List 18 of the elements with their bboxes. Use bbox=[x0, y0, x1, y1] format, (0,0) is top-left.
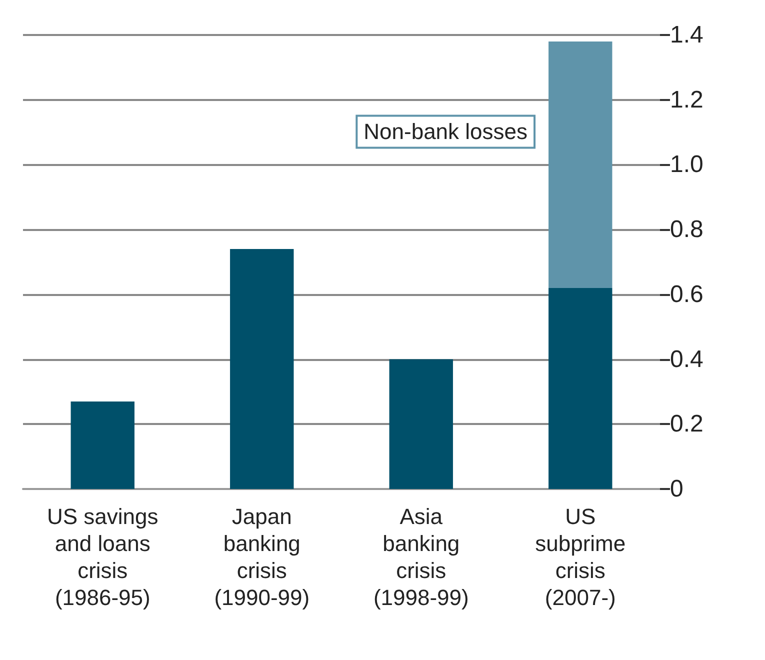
bar bbox=[548, 288, 612, 489]
y-tick-label: 1.4 bbox=[670, 22, 704, 48]
y-tick-label: 0 bbox=[670, 476, 684, 502]
y-tick-label: 0.6 bbox=[670, 280, 704, 308]
y-tick-label: 1.0 bbox=[670, 151, 704, 178]
bar bbox=[70, 401, 134, 489]
bar bbox=[548, 41, 612, 288]
x-tick-label: Asia banking crisis (1998-99) bbox=[373, 504, 469, 610]
bar bbox=[230, 249, 294, 489]
x-tick-label: US subprime crisis (2007-) bbox=[535, 504, 626, 610]
y-tick-label: 0.4 bbox=[670, 346, 704, 373]
y-tick-label: 1.2 bbox=[670, 86, 704, 114]
x-tick-label: Japan banking crisis (1990-99) bbox=[214, 504, 310, 610]
y-tick-label: 0.8 bbox=[670, 216, 704, 244]
y-tick-label: 0.2 bbox=[670, 410, 704, 438]
bar bbox=[389, 359, 453, 489]
x-tick-label: US savings and loans crisis (1986-95) bbox=[46, 504, 158, 610]
series-label: Non-bank losses bbox=[364, 119, 528, 144]
